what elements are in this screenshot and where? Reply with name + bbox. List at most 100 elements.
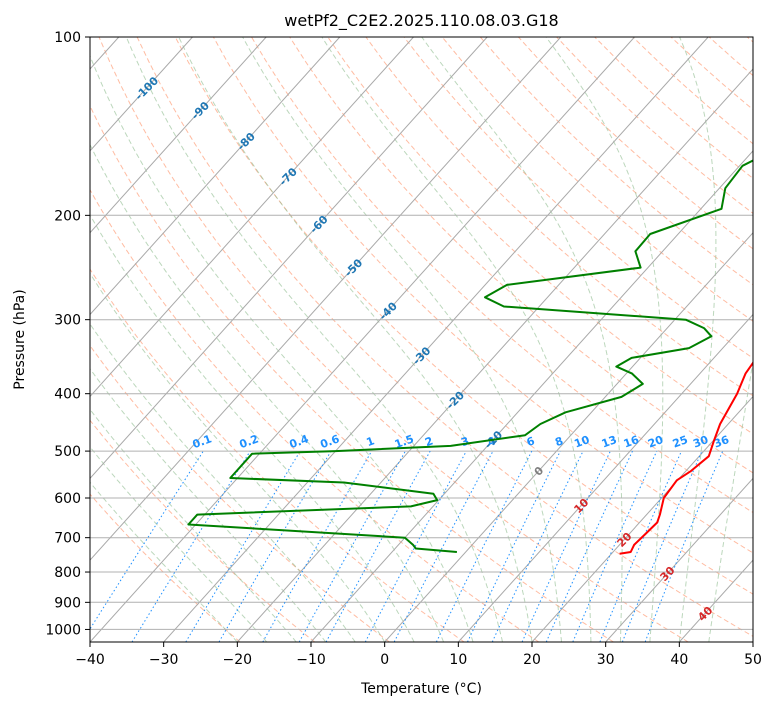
mixing-ratio-line (644, 450, 724, 642)
moist-adiabat (90, 408, 297, 642)
dry-adiabat (90, 188, 540, 642)
mixing-ratio-line (325, 450, 431, 642)
mixing-ratio-label: 0.4 (288, 432, 311, 451)
mixing-ratio-line (90, 450, 204, 630)
isotherm-line (90, 37, 488, 480)
plot-frame (89, 36, 754, 643)
mixing-ratio-label: 4 (486, 434, 498, 449)
y-tick-label: 600 (54, 491, 81, 507)
dry-adiabat (365, 37, 753, 397)
x-tick-label: 20 (523, 652, 541, 668)
x-axis-ticks: −40 −30 −20 −10 0 10 20 30 40 50 (75, 642, 762, 668)
isotherm-line (531, 395, 753, 642)
mixing-ratio-line (572, 450, 658, 642)
profiles (187, 159, 753, 555)
mixing-ratio-label: 30 (691, 433, 710, 451)
moist-adiabat (90, 481, 238, 642)
isotherm-line (384, 232, 753, 642)
mixing-ratio-line (621, 450, 703, 642)
x-axis-label: Temperature (°C) (360, 681, 482, 697)
moist-adiabat (708, 358, 753, 642)
moist-adiabat (90, 446, 268, 642)
dry-adiabat (251, 37, 753, 514)
mixing-ratio-label: 13 (600, 433, 619, 450)
moist-adiabat (421, 37, 623, 642)
mixing-ratio-labels: 0.1 0.2 0.4 0.6 1 1.5 2 3 4 6 8 10 13 16 20 25 30 36 (191, 432, 732, 451)
dry-adiabat (441, 37, 753, 322)
mixing-ratio-label: 3 (459, 434, 471, 449)
x-tick-label: 30 (597, 652, 615, 668)
mixing-ratio-label: 10 (572, 433, 591, 451)
mixing-ratio-label: 36 (712, 433, 731, 451)
isotherm-line (90, 37, 267, 234)
mixing-ratio-label: 0.6 (318, 432, 341, 451)
mixing-ratio-label: 1 (365, 434, 377, 449)
y-tick-label: 100 (54, 30, 81, 46)
dry-adiabat (90, 419, 316, 642)
isotherm-line (90, 37, 341, 316)
mixing-ratio-label: 16 (622, 433, 641, 451)
dry-adiabat (327, 37, 753, 435)
isotherm-line (90, 37, 635, 642)
dry-adiabat (90, 344, 390, 642)
chart-title: wetPf2_C2E2.2025.110.08.03.G18 (284, 11, 558, 31)
y-axis-label: Pressure (hPa) (12, 289, 28, 389)
mixing-ratio-line (298, 450, 406, 642)
mixing-ratio-label: 8 (553, 434, 565, 449)
isotherm-line (605, 477, 753, 642)
mixing-ratio-label: 1.5 (393, 432, 416, 451)
moist-adiabat (90, 54, 474, 642)
isotherm-line (90, 37, 562, 561)
moist-adiabat (545, 37, 664, 642)
x-tick-label: −10 (296, 652, 326, 668)
dry-adiabat (479, 37, 753, 286)
isotherm-line (163, 37, 709, 642)
dewpoint-profile (187, 159, 753, 553)
dry-adiabat (174, 37, 753, 595)
mixing-ratio-label: 6 (525, 434, 537, 449)
isotherms (90, 37, 753, 642)
moist-adiabat (178, 37, 533, 642)
y-tick-label: 300 (54, 313, 81, 329)
isotherm-line (457, 313, 753, 642)
x-tick-label: −40 (75, 652, 105, 668)
moist-adiabat (90, 213, 415, 642)
y-tick-label: 800 (54, 565, 81, 581)
x-tick-label: 40 (670, 652, 688, 668)
mixing-ratio-line (435, 450, 533, 642)
y-tick-label: 400 (54, 387, 81, 403)
mixing-ratio-line (599, 450, 682, 642)
mixing-ratio-label: 2 (423, 434, 435, 449)
adiabats (90, 37, 753, 642)
mixing-ratio-line (131, 450, 251, 642)
moist-adiabat (125, 37, 503, 642)
x-tick-label: −30 (149, 652, 179, 668)
mixing-ratio-lines (90, 450, 724, 642)
isotherm-line (90, 37, 414, 398)
plot-area: 0.1 0.2 0.4 0.6 1 1.5 2 3 4 6 8 10 13 16 20 25 30 36 -100… (90, 37, 753, 642)
dry-adiabat (98, 37, 689, 642)
moist-adiabat (90, 272, 386, 642)
x-tick-label: 50 (744, 652, 762, 668)
isotherm-line (236, 68, 753, 642)
y-tick-label: 500 (54, 444, 81, 460)
moist-adiabat (90, 323, 356, 642)
mixing-ratio-line (364, 450, 467, 642)
y-tick-label: 700 (54, 531, 81, 547)
mixing-ratio-line (545, 450, 633, 642)
mixing-ratio-label: 20 (646, 433, 665, 451)
dry-adiabat (90, 104, 614, 642)
x-tick-label: 0 (380, 652, 389, 668)
isotherm-line (90, 37, 193, 152)
x-tick-label: −20 (223, 652, 253, 668)
x-tick-label: 10 (449, 652, 467, 668)
y-axis-ticks: 100 200 300 400 500 600 700 800 900 1000 (45, 30, 90, 638)
isotherm-line (310, 150, 753, 642)
moist-adiabat (242, 37, 562, 642)
moist-adiabat (321, 37, 592, 642)
moist-adiabat (678, 37, 717, 642)
mixing-ratio-label: 0.2 (238, 432, 261, 451)
mixing-ratio-label: 0.1 (191, 432, 214, 451)
dry-adiabat (212, 37, 753, 554)
